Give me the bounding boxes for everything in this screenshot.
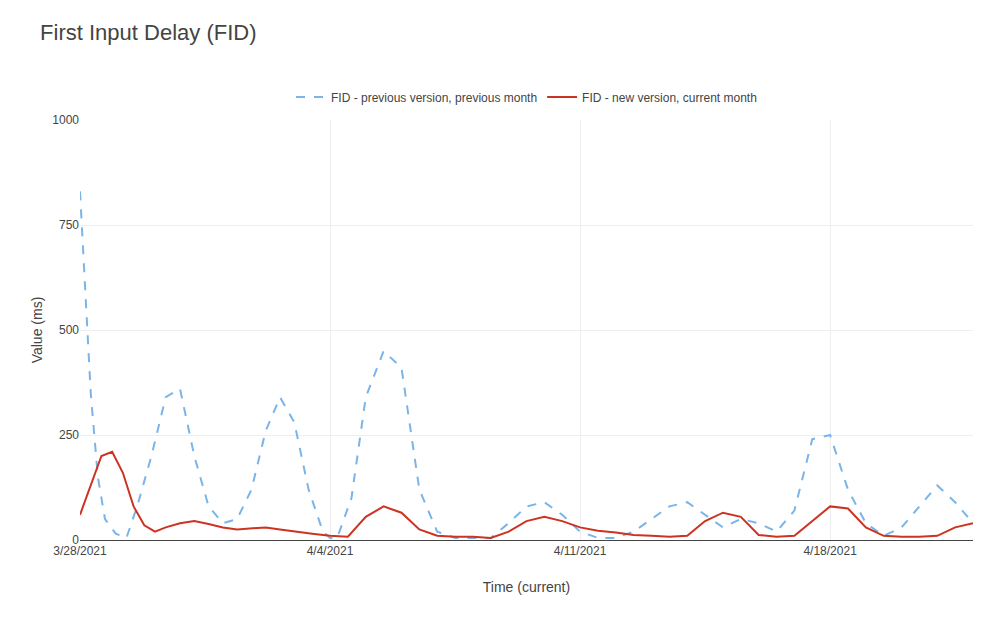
svg-text:Value (ms): Value (ms)	[29, 297, 45, 364]
svg-text:0: 0	[72, 533, 79, 547]
svg-text:FID - previous version, previo: FID - previous version, previous month	[331, 91, 537, 105]
svg-text:4/18/2021: 4/18/2021	[803, 544, 857, 558]
svg-text:4/4/2021: 4/4/2021	[307, 544, 354, 558]
svg-text:First Input Delay (FID): First Input Delay (FID)	[40, 20, 256, 45]
svg-text:250: 250	[59, 428, 79, 442]
svg-text:Time (current): Time (current)	[483, 579, 570, 595]
svg-text:1000: 1000	[52, 113, 79, 127]
svg-text:3/28/2021: 3/28/2021	[53, 544, 107, 558]
svg-text:4/11/2021: 4/11/2021	[554, 544, 607, 558]
svg-text:500: 500	[59, 323, 79, 337]
svg-text:FID - new version, current mon: FID - new version, current month	[582, 91, 757, 105]
svg-text:750: 750	[59, 218, 79, 232]
